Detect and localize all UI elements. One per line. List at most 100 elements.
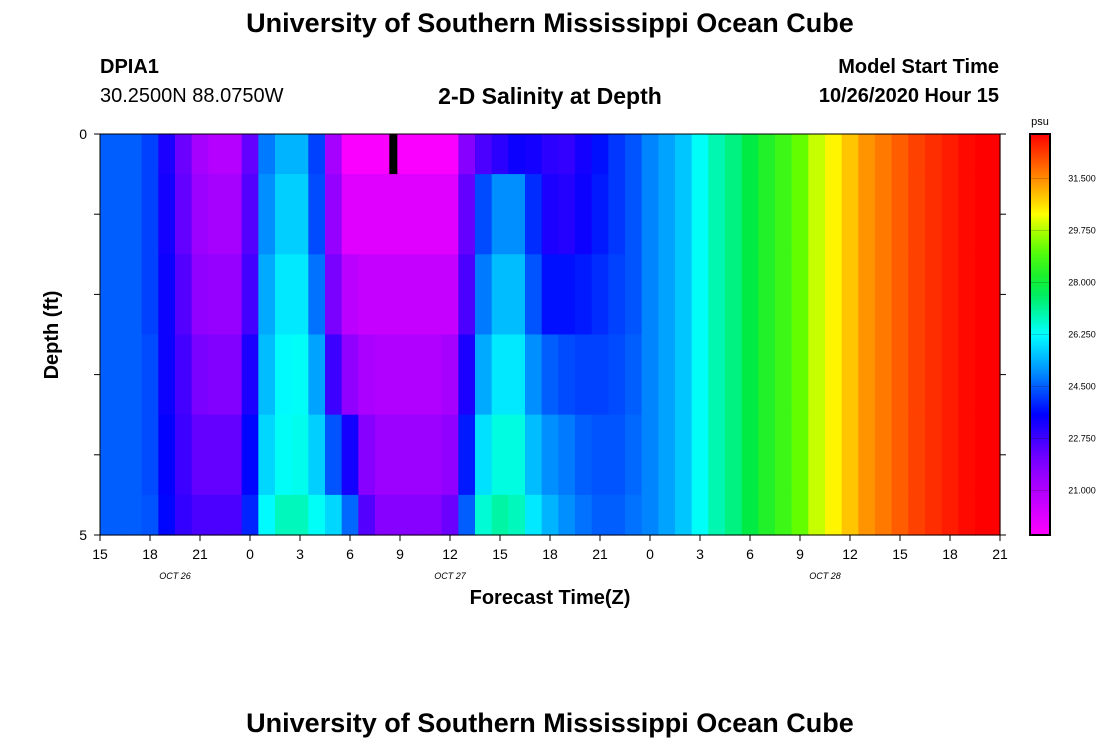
heatmap-cell [791,134,809,175]
heatmap-cell [408,254,426,336]
heatmap-cell [358,334,376,416]
heatmap-cell [975,174,993,255]
heatmap-cell [491,254,509,336]
heatmap-cell [458,254,476,336]
heatmap-cell [841,174,859,255]
heatmap-cell [775,414,793,496]
heatmap-cell [341,414,359,496]
heatmap-cell [675,494,693,536]
heatmap-cell [175,134,193,175]
heatmap-cell [191,414,209,496]
heatmap-cell [958,254,976,336]
heatmap-cell [875,334,893,416]
heatmap-cell [908,494,926,536]
heatmap-cell [125,414,143,496]
heatmap-cell [625,134,643,175]
chart-title: University of Southern Mississippi Ocean… [246,8,854,38]
heatmap-cell [691,494,709,536]
heatmap-cell [675,134,693,175]
heatmap-cell [841,134,859,175]
heatmap-cell [658,174,676,255]
heatmap-cell [441,134,459,175]
heatmap-cell [875,174,893,255]
heatmap-cell [191,174,209,255]
heatmap-cell [141,254,159,336]
heatmap-cell [941,174,959,255]
heatmap-cell [691,174,709,255]
heatmap-cell [325,414,343,496]
x-tick-label: 21 [592,546,608,562]
heatmap-cell [175,254,193,336]
heatmap-cell [575,414,593,496]
heatmap-cell [991,334,1001,416]
heatmap-cell [841,334,859,416]
heatmap-cell [541,254,559,336]
heatmap-cell [358,174,376,255]
heatmap-cell [908,334,926,416]
heatmap-cell [458,334,476,416]
heatmap-cell [725,134,743,175]
heatmap-cell [275,494,293,536]
heatmap-cell [241,334,259,416]
heatmap-cell [658,334,676,416]
heatmap-cell [525,254,543,336]
heatmap-cell [891,174,909,255]
heatmap-cell [775,134,793,175]
heatmap-cell [375,494,393,536]
heatmap-cell [241,254,259,336]
heatmap-cell [508,254,526,336]
heatmap-cell [291,414,309,496]
x-tick-label: 6 [746,546,754,562]
heatmap-cell [741,254,759,336]
heatmap-cell [741,334,759,416]
heatmap-cell [358,414,376,496]
heatmap-cell [825,334,843,416]
heatmap-cell [508,134,526,175]
heatmap-cell [675,254,693,336]
heatmap-cell [658,494,676,536]
heatmap-cell [225,254,243,336]
colorbar-tick-label: 29.750 [1068,226,1096,236]
heatmap-cell [325,174,343,255]
heatmap-cell [908,174,926,255]
heatmap-cell [141,414,159,496]
heatmap-cell [625,494,643,536]
heatmap-cell [158,494,176,536]
x-tick-label: 18 [942,546,958,562]
y-tick-label: 5 [79,527,87,543]
heatmap-cell [125,254,143,336]
heatmap-cell [575,334,593,416]
heatmap-cell [558,254,576,336]
heatmap-cell [625,254,643,336]
heatmap-cell [491,174,509,255]
heatmap-cell [341,334,359,416]
heatmap-cell [758,414,776,496]
heatmap-cell [391,254,409,336]
heatmap-cell [658,254,676,336]
heatmap-cell [541,334,559,416]
heatmap-cell [741,494,759,536]
heatmap-cell [108,494,126,536]
heatmap-cell [841,494,859,536]
heatmap-cell [758,494,776,536]
heatmap-cell [791,334,809,416]
heatmap-cell [941,254,959,336]
heatmap-cell [758,254,776,336]
heatmap-cell [741,414,759,496]
heatmap-cell [241,134,259,175]
heatmap-cell [741,134,759,175]
heatmap-cell [391,414,409,496]
data-gap-mark [389,134,398,175]
heatmap-cell [691,254,709,336]
heatmap-cell [891,334,909,416]
heatmap-cell [875,414,893,496]
heatmap-cell [158,174,176,255]
heatmap-cell [575,494,593,536]
colorbar-tick-label: 31.500 [1068,174,1096,184]
heatmap-cell [491,414,509,496]
heatmap-cell [308,494,326,536]
heatmap-cell [525,334,543,416]
heatmap-cell [608,414,626,496]
heatmap-cell [891,134,909,175]
heatmap-cell [708,494,726,536]
